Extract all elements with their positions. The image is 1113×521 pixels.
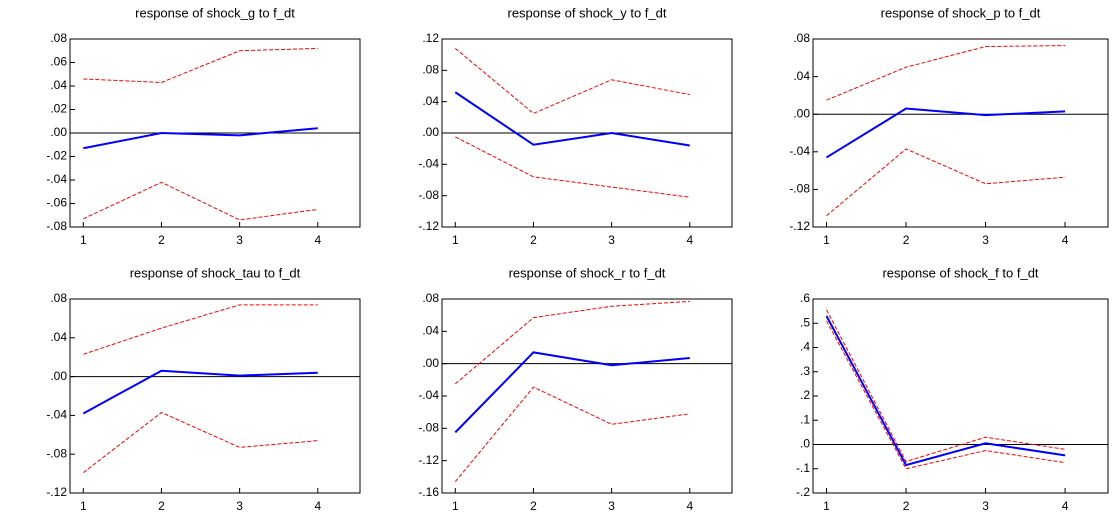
y-tick-label: .12 xyxy=(422,31,439,45)
x-tick-label: 1 xyxy=(80,233,87,247)
plot-frame xyxy=(812,38,1109,228)
response-line xyxy=(83,304,318,355)
y-tick-label: -.04 xyxy=(789,144,810,158)
response-line xyxy=(826,320,1066,470)
plot-frame xyxy=(441,298,733,494)
chart-title: response of shock_f to f_dt xyxy=(882,265,1038,280)
y-tick-label: .04 xyxy=(50,330,67,344)
y-tick-label: -.04 xyxy=(418,157,439,171)
y-tick-label: -.02 xyxy=(46,149,67,163)
x-tick-label: 2 xyxy=(158,233,165,247)
response-line xyxy=(83,127,318,150)
y-tick-label: -.08 xyxy=(46,446,67,460)
y-tick-label: .2 xyxy=(800,388,810,402)
y-tick-label: .3 xyxy=(800,364,810,378)
chart-title: response of shock_tau to f_dt xyxy=(130,265,301,280)
x-tick-label: 3 xyxy=(982,499,989,513)
response-line xyxy=(83,181,318,221)
response-line xyxy=(82,369,318,415)
y-tick-label: -.1 xyxy=(796,461,810,475)
y-tick-label: .08 xyxy=(50,31,67,45)
chart-title: response of shock_y to f_dt xyxy=(508,5,667,20)
y-tick-label: -.12 xyxy=(418,219,439,233)
x-tick-label: 1 xyxy=(80,499,87,513)
x-tick-label: 4 xyxy=(1062,233,1069,247)
x-tick-label: 3 xyxy=(236,499,243,513)
x-tick-label: 4 xyxy=(314,233,321,247)
response-line xyxy=(83,47,318,83)
y-tick-label: .04 xyxy=(50,78,67,92)
y-tick-label: .04 xyxy=(793,69,810,83)
response-line xyxy=(826,148,1066,217)
response-line xyxy=(825,315,1066,467)
y-tick-label: -.12 xyxy=(46,485,67,499)
y-tick-label: -.2 xyxy=(796,485,810,499)
y-tick-label: -.04 xyxy=(418,388,439,402)
x-tick-label: 3 xyxy=(982,233,989,247)
y-tick-label: -.16 xyxy=(418,485,439,499)
x-tick-label: 1 xyxy=(823,233,830,247)
y-tick-label: .4 xyxy=(800,340,810,354)
response-line xyxy=(455,136,690,198)
y-tick-label: .00 xyxy=(422,356,439,370)
y-tick-label: .00 xyxy=(793,106,810,120)
x-tick-label: 2 xyxy=(530,499,537,513)
y-tick-label: .0 xyxy=(800,437,810,451)
x-tick-label: 1 xyxy=(823,499,830,513)
chart-title: response of shock_r to f_dt xyxy=(509,265,666,280)
x-tick-label: 2 xyxy=(903,499,910,513)
y-tick-label: .00 xyxy=(422,125,439,139)
response-line xyxy=(826,45,1066,101)
y-tick-label: -.04 xyxy=(46,172,67,186)
x-tick-label: 1 xyxy=(452,499,459,513)
chart-title: response of shock_p to f_dt xyxy=(881,5,1041,20)
y-tick-label: -.08 xyxy=(46,219,67,233)
response-line xyxy=(826,309,1066,463)
x-tick-label: 3 xyxy=(608,233,615,247)
x-tick-label: 2 xyxy=(903,233,910,247)
x-tick-label: 4 xyxy=(686,499,693,513)
plot-frame xyxy=(812,298,1109,494)
y-tick-label: .00 xyxy=(50,125,67,139)
response-line xyxy=(454,48,690,114)
response-line xyxy=(825,107,1066,159)
chart-title: response of shock_g to f_dt xyxy=(135,5,295,20)
y-tick-label: .02 xyxy=(50,102,67,116)
x-tick-label: 4 xyxy=(1062,499,1069,513)
x-tick-label: 2 xyxy=(530,233,537,247)
x-tick-label: 4 xyxy=(314,499,321,513)
plot-frame xyxy=(69,298,361,494)
y-tick-label: -.08 xyxy=(789,182,810,196)
y-tick-label: .00 xyxy=(50,369,67,383)
y-tick-label: .06 xyxy=(50,55,67,69)
y-tick-label: -.06 xyxy=(46,196,67,210)
x-tick-label: 3 xyxy=(608,499,615,513)
response-line xyxy=(454,351,690,434)
y-tick-label: -.12 xyxy=(789,219,810,233)
response-line xyxy=(82,411,318,474)
y-tick-label: -.08 xyxy=(418,421,439,435)
x-tick-label: 2 xyxy=(158,499,165,513)
y-tick-label: .08 xyxy=(422,291,439,305)
y-tick-label: -.12 xyxy=(418,453,439,467)
y-tick-label: .5 xyxy=(800,315,810,329)
x-tick-label: 3 xyxy=(236,233,243,247)
y-tick-label: -.04 xyxy=(46,408,67,422)
response-line xyxy=(454,91,690,147)
y-tick-label: .6 xyxy=(800,291,810,305)
x-tick-label: 4 xyxy=(686,233,693,247)
y-tick-label: .08 xyxy=(793,31,810,45)
response-line xyxy=(454,386,690,483)
response-line xyxy=(454,300,690,385)
x-tick-label: 1 xyxy=(452,233,459,247)
y-tick-label: .04 xyxy=(422,324,439,338)
y-tick-label: .1 xyxy=(800,412,810,426)
y-tick-label: .08 xyxy=(422,63,439,77)
y-tick-label: -.08 xyxy=(418,188,439,202)
y-tick-label: .08 xyxy=(50,291,67,305)
y-tick-label: .04 xyxy=(422,94,439,108)
